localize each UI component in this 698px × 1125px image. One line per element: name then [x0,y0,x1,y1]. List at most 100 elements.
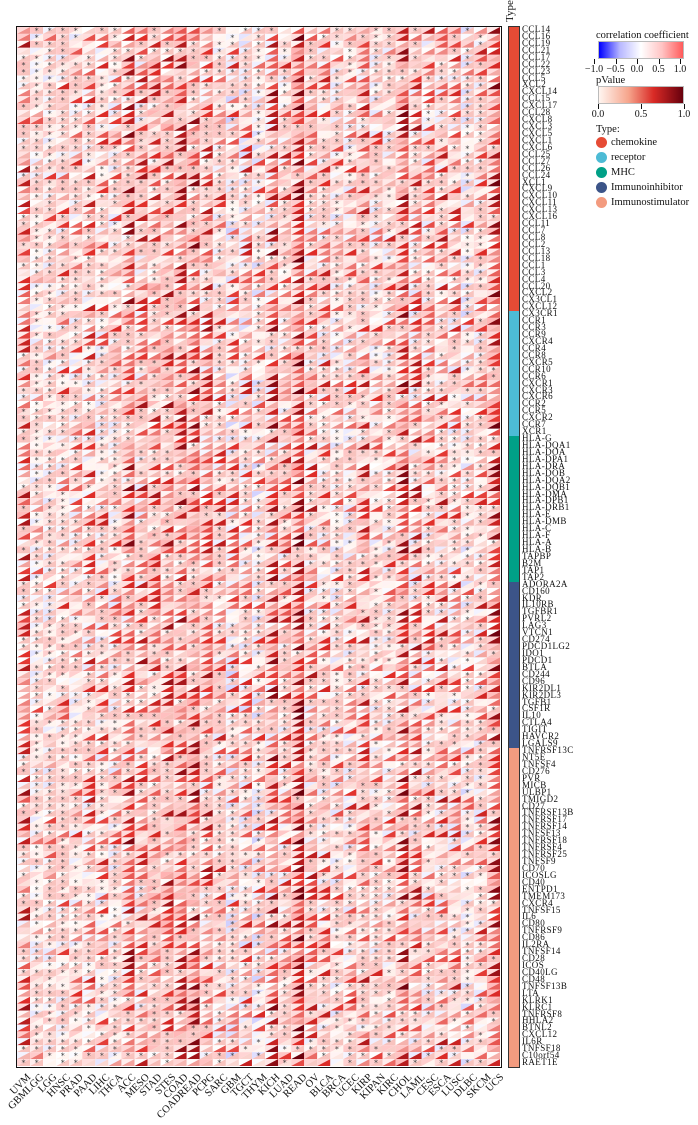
svg-text:*: * [322,96,326,105]
svg-text:*: * [348,54,352,63]
row-label: CXCL11 [522,197,558,208]
type-band-receptor [509,311,519,437]
svg-text:*: * [139,110,143,119]
svg-text:*: * [230,103,234,112]
row-label: TNFRSF9 [522,925,563,936]
row-label: CD40 [522,876,546,887]
row-label: CXCR1 [522,377,554,388]
row-label: C10orf54 [522,1050,560,1061]
tick-label: 0.5 [634,109,648,120]
svg-text:*: * [478,75,482,84]
svg-text:*: * [48,61,52,70]
tick-mark [594,59,595,64]
svg-text:*: * [74,61,78,70]
svg-text:*: * [465,47,469,56]
row-label: HLA-C [522,523,552,534]
row-label: CCL22 [522,58,551,69]
row-label: CX3CR1 [522,308,558,319]
row-label: TAP1 [522,564,545,575]
row-label: PVR [522,772,541,783]
row-label: XCR1 [522,426,547,437]
svg-text:*: * [348,103,352,112]
row-label: MICB [522,779,547,790]
row-label: TGFB1 [522,696,552,707]
svg-text:*: * [191,89,195,98]
row-label: ADORA2A [522,578,568,589]
svg-text:*: * [35,82,39,91]
svg-text:*: * [257,103,261,112]
row-label: CD80 [522,918,546,929]
row-label: PDCD1LG2 [522,641,571,652]
type-band-chemokine [509,27,519,312]
svg-text:*: * [230,82,234,91]
svg-text:*: * [243,103,247,112]
row-label: CCR4 [522,342,547,353]
svg-text:*: * [217,27,221,36]
row-label: CSF1R [522,703,551,714]
type-legend-item: Immunostimulator [596,195,696,210]
row-label: HLA-DQA2 [522,474,571,485]
tick-label: −0.5 [606,64,625,75]
svg-text:*: * [452,75,456,84]
row-label: XCL1 [522,176,547,187]
svg-text:*: * [126,47,130,56]
correlation-ticks: −1.0 −0.5 0.0 0.5 1.0 [585,59,687,77]
row-label: CCL5 [522,72,546,83]
svg-text:*: * [374,40,378,49]
row-label: TNFRSF13C [522,745,574,756]
row-label: TAPBP [522,550,552,561]
svg-text:*: * [387,89,391,98]
legend: correlation coefficient −1.0 −0.5 0.0 0.5 1.… [585,30,696,210]
svg-text:*: * [322,54,326,63]
svg-text:*: * [113,61,117,70]
row-label: CD276 [522,765,551,776]
row-label: IL6R [522,1036,543,1047]
row-label: TNFSF18 [522,1043,561,1054]
row-label: TIGIT [522,724,548,735]
row-label: CD27 [522,800,546,811]
svg-text:*: * [22,75,26,84]
row-label: HLA-DOB [522,467,566,478]
svg-text:*: * [48,82,52,91]
svg-text:*: * [87,110,91,119]
row-label: TNFRSF13B [522,807,574,818]
row-label: TNFRSF25 [522,849,568,860]
svg-text:*: * [217,54,221,63]
svg-text:*: * [35,89,39,98]
tick-label: 1.0 [673,64,687,75]
row-label: CCR7 [522,419,547,430]
svg-text:*: * [335,34,339,43]
row-label: TNFRSF4 [522,842,563,853]
row-label: CCL15 [522,93,551,104]
svg-text:*: * [335,27,339,36]
type-legend-label: chemokine [611,137,658,148]
row-label: CCL18 [522,252,551,263]
svg-text:*: * [61,54,65,63]
svg-text:*: * [387,40,391,49]
svg-text:*: * [374,61,378,70]
svg-text:*: * [452,47,456,56]
svg-text:*: * [439,96,443,105]
svg-text:*: * [48,47,52,56]
row-label: CXCR4 [522,336,554,346]
svg-text:*: * [35,96,39,105]
svg-text:*: * [374,68,378,77]
svg-text:*: * [413,68,417,77]
svg-text:*: * [309,54,313,63]
svg-text:*: * [283,47,287,56]
svg-text:*: * [348,61,352,70]
svg-text:*: * [48,96,52,105]
svg-text:*: * [322,89,326,98]
row-label: HLA-G [522,433,552,444]
svg-text:*: * [387,75,391,84]
svg-text:*: * [61,34,65,43]
svg-text:*: * [439,68,443,77]
svg-text:*: * [348,40,352,49]
svg-text:*: * [204,54,208,63]
svg-text:*: * [74,34,78,43]
svg-text:*: * [283,68,287,77]
row-label: KLRK1 [522,994,553,1005]
row-label: CD70 [522,862,546,873]
svg-text:*: * [230,89,234,98]
row-label: CXCL13 [522,204,558,215]
